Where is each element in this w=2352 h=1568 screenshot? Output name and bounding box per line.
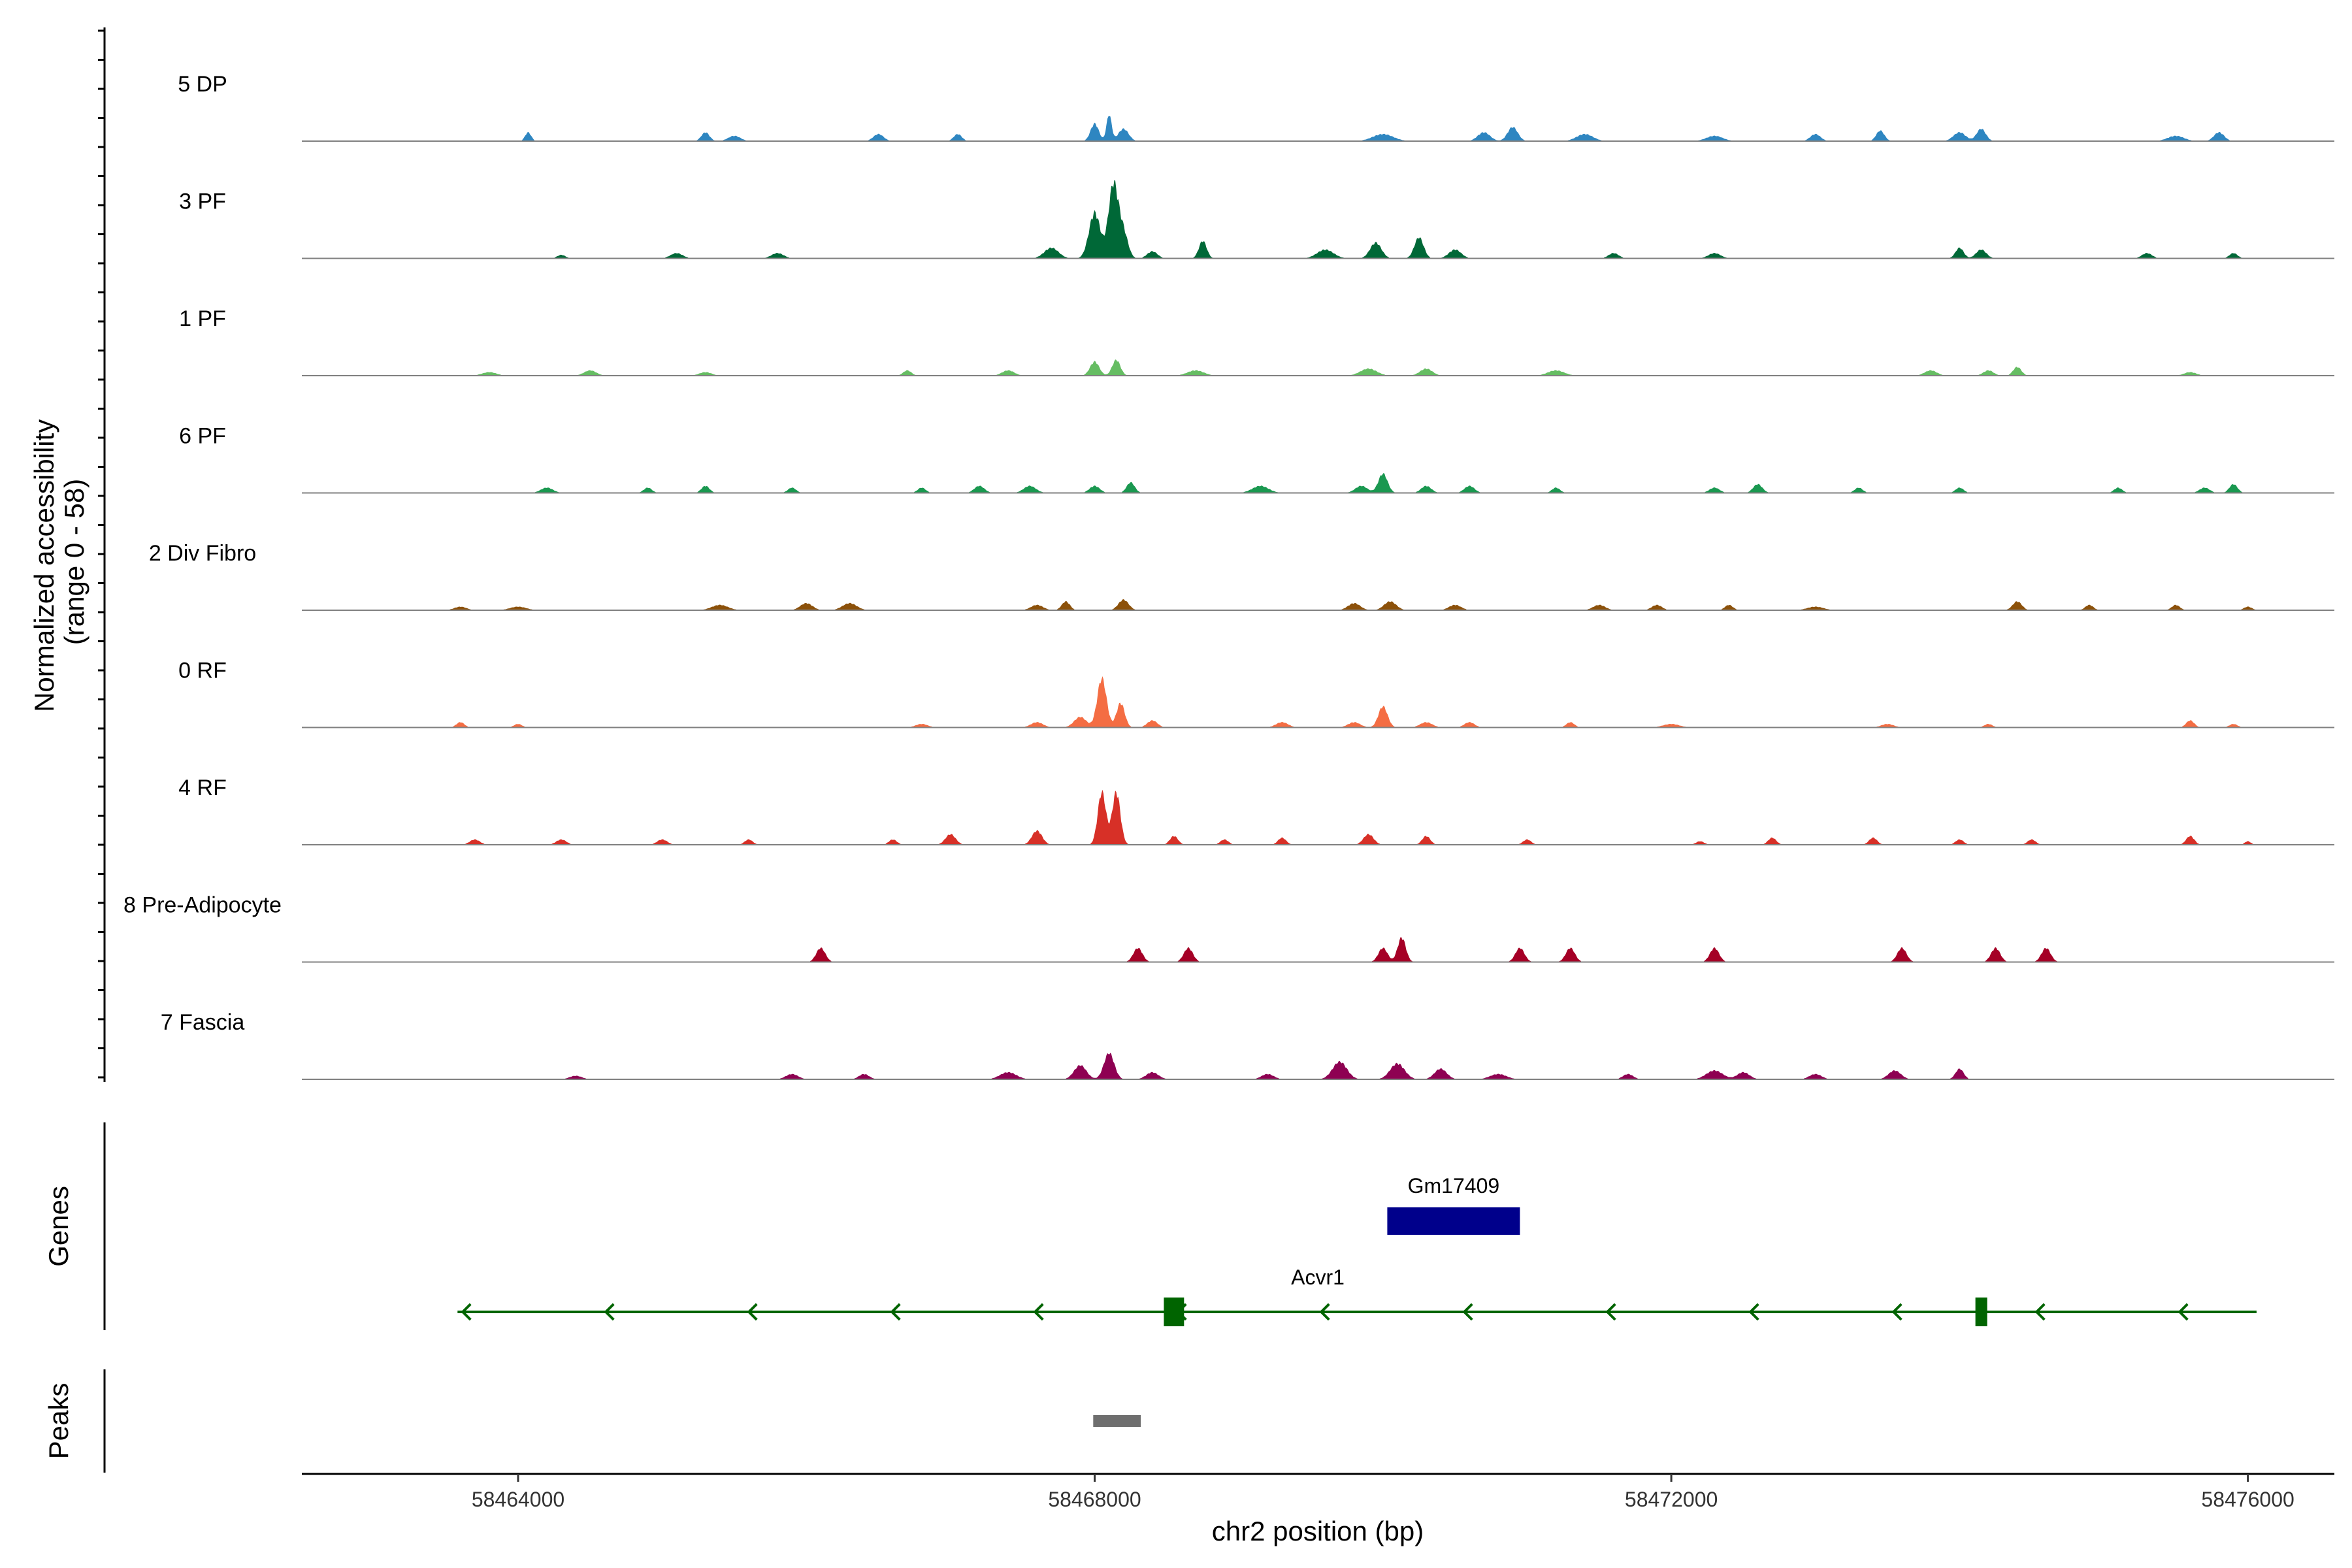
coverage-area [302,789,2334,845]
gene-exon [1975,1298,1987,1326]
track-5 [302,599,2334,611]
strand-chevron [1605,1303,1616,1321]
x-axis-title: chr2 position (bp) [1212,1516,1424,1546]
track-label: 3 PF [179,189,226,214]
track-7 [302,789,2334,845]
gene-label: Gm17409 [1408,1174,1500,1198]
y-axis-title-line2: (range 0 - 58) [59,479,90,645]
coverage-area [302,599,2334,610]
coverage-area [302,1053,2334,1079]
track-label: 7 Fascia [161,1010,245,1035]
track-6 [302,676,2334,728]
peaks-track-title: Peaks [43,1383,74,1460]
strand-chevron [747,1303,758,1321]
track-label: 8 Pre-Adipocyte [123,893,282,918]
x-tick-label: 58472000 [1625,1488,1718,1511]
genes-track-title: Genes [43,1186,74,1267]
track-3 [302,359,2334,376]
track-4 [302,472,2334,494]
strand-chevron [890,1303,901,1321]
gene-acvr1: Acvr1 [457,1266,2257,1326]
y-axis-title-line1: Normalized accessibility [29,419,59,712]
coverage-area [302,472,2334,493]
peak-region [1093,1415,1141,1427]
x-tick-label: 58468000 [1048,1488,1141,1511]
gene-exon [1164,1298,1184,1326]
coverage-area [302,116,2334,141]
track-labels: 5 DP 3 PF 1 PF 6 PF 2 Div Fibro 0 RF 4 RF 8 Pre… [123,72,282,1035]
coverage-area [302,676,2334,728]
strand-chevron [461,1303,472,1321]
strand-chevron [2178,1303,2189,1321]
strand-chevron [604,1303,615,1321]
x-tick-label: 58464000 [472,1488,564,1511]
strand-chevron [1748,1303,1759,1321]
x-tick-label: 58476000 [2201,1488,2294,1511]
strand-chevron [1033,1303,1044,1321]
x-axis-ticks: 58464000 58468000 58472000 58476000 [472,1474,2295,1511]
genes-track: Gm17409 Acvr1 [457,1174,2257,1326]
track-label: 0 RF [178,659,227,683]
strand-chevron [1891,1303,1903,1321]
coverage-area [302,937,2334,962]
coverage-y-axis-title: Normalized accessibility (range 0 - 58) [29,412,90,712]
strand-chevron [2034,1303,2046,1321]
strand-chevron [1319,1303,1330,1321]
gene-label: Acvr1 [1291,1266,1345,1289]
strand-chevron [1462,1303,1473,1321]
gene-gm17409: Gm17409 [1387,1174,1520,1235]
track-9 [302,1053,2334,1080]
coverage-area [302,180,2334,259]
track-2 [302,180,2334,259]
track-label: 6 PF [179,424,226,449]
coverage-area [302,359,2334,376]
peaks-track [1093,1415,1141,1427]
track-label: 4 RF [178,776,227,800]
track-label: 1 PF [179,306,226,331]
gene-body [1387,1207,1520,1235]
coverage-y-ticks [98,29,105,1079]
track-label: 2 Div Fibro [149,541,256,566]
coverage-tracks [302,116,2334,1080]
track-8 [302,937,2334,963]
track-label: 5 DP [178,72,227,97]
track-1 [302,116,2334,142]
